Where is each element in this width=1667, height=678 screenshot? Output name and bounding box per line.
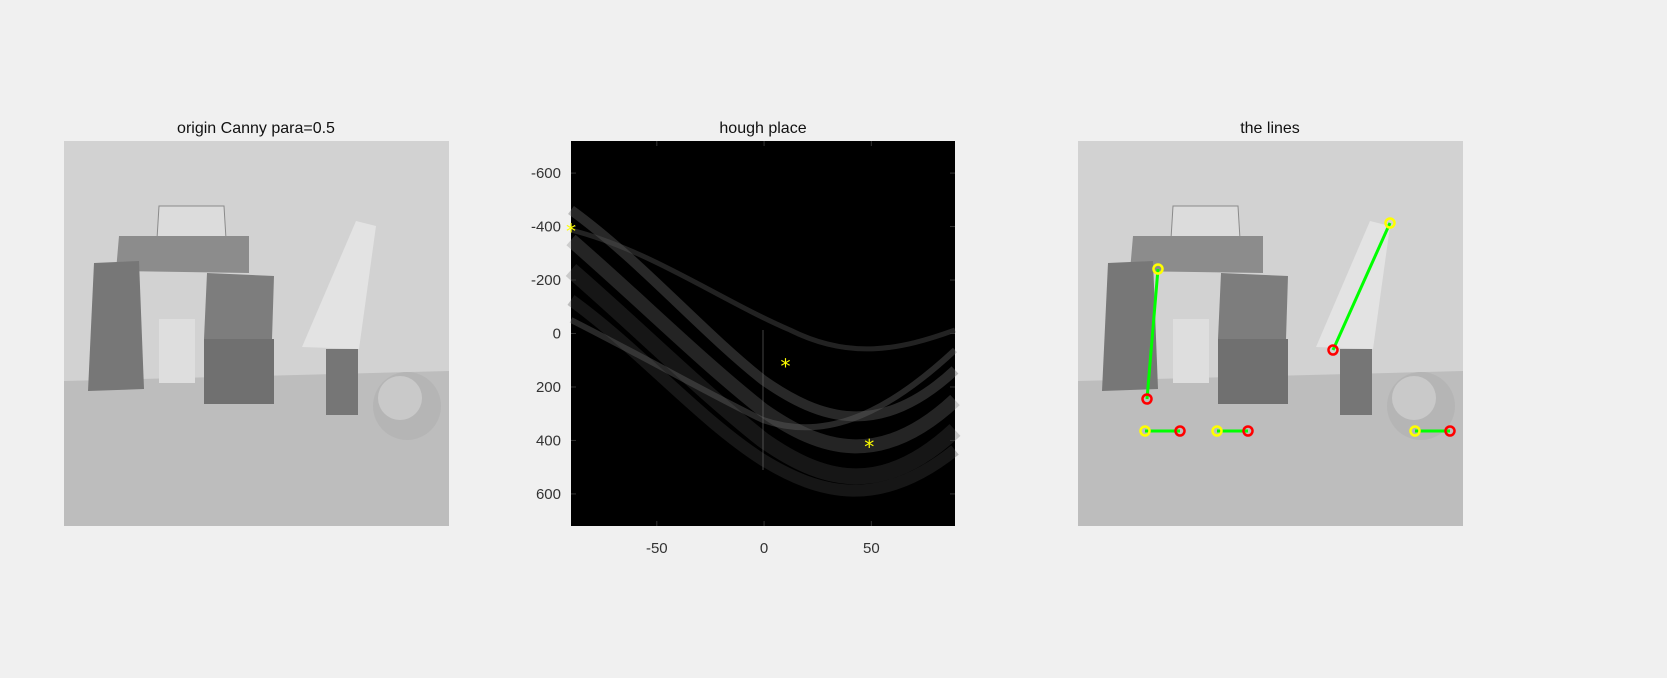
line-segment [1145, 268, 1160, 400]
hough-ticks: -50 0 50 -600 -400 -200 0 200 400 600 [531, 141, 955, 557]
line-segment [1331, 222, 1392, 351]
y-tick-label: 200 [536, 379, 561, 396]
start-marker [1211, 425, 1223, 437]
hough-peak-marker: * [781, 355, 791, 379]
y-tick-label: -400 [531, 219, 561, 236]
start-marker [1152, 263, 1164, 275]
y-tick-label: 400 [536, 432, 561, 449]
panel-3-title: the lines [1240, 120, 1300, 137]
line-end-markers [1141, 344, 1456, 437]
hough-peak-marker: * [566, 220, 576, 244]
hough-axes: -50 0 50 -600 -400 -200 0 200 400 600 * * * [531, 141, 961, 557]
panel-1-title: origin Canny para=0.5 [177, 120, 335, 137]
x-tick-label: 0 [760, 540, 768, 557]
x-tick-label: 50 [863, 540, 880, 557]
x-tick-label: -50 [646, 540, 668, 557]
y-tick-label: 600 [536, 486, 561, 503]
line-start-markers [1139, 217, 1421, 437]
panel-2-title: hough place [719, 120, 807, 137]
start-marker [1139, 425, 1151, 437]
hough-peaks: * * * [566, 220, 874, 459]
y-tick-label: 0 [553, 326, 561, 343]
end-marker [1141, 393, 1153, 405]
panel-3-image [1077, 140, 1464, 527]
hough-peak-marker: * [864, 435, 874, 459]
end-marker [1242, 425, 1254, 437]
hough-sinusoids [565, 205, 961, 497]
end-marker [1174, 425, 1186, 437]
start-marker [1409, 425, 1421, 437]
end-marker [1444, 425, 1456, 437]
end-marker [1327, 344, 1339, 356]
y-tick-label: -200 [531, 272, 561, 289]
start-marker [1384, 217, 1396, 229]
y-tick-label: -600 [531, 165, 561, 182]
panel-1-image [63, 140, 450, 527]
